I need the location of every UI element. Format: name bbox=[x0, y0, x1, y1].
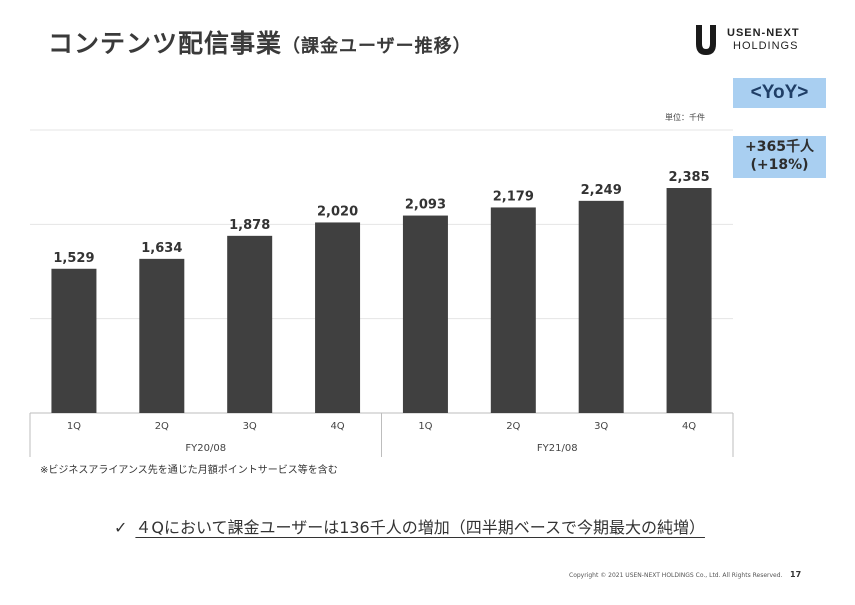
group-label: FY21/08 bbox=[537, 443, 578, 454]
category-label: 3Q bbox=[243, 421, 257, 432]
group-label: FY20/08 bbox=[185, 443, 226, 454]
bar-value-label: 2,385 bbox=[669, 170, 710, 185]
bar bbox=[51, 268, 97, 413]
yoy-value-badge: +365千人 (+18%) bbox=[733, 136, 826, 178]
yoy-heading-badge: <YoY> bbox=[733, 78, 826, 108]
bar bbox=[227, 235, 273, 413]
checkmark-icon: ✓ bbox=[114, 518, 128, 537]
bar bbox=[139, 258, 185, 413]
category-label: 4Q bbox=[682, 421, 696, 432]
category-label: 4Q bbox=[330, 421, 344, 432]
bar-value-label: 1,878 bbox=[229, 218, 270, 233]
logo-u-mark-icon bbox=[696, 25, 716, 55]
unit-label: 単位：千件 bbox=[665, 113, 705, 122]
summary-statement: ✓ ４Qにおいて課金ユーザーは136千人の増加（四半期ベースで今期最大の純増） bbox=[114, 514, 705, 538]
company-logo: USEN-NEXT HOLDINGS bbox=[694, 25, 804, 59]
bar-value-label: 2,020 bbox=[317, 204, 358, 219]
user-bar-chart: FY20/08 FY21/08 1,529 1Q 1,634 2Q 1,878 3Q 2,020… bbox=[29, 129, 734, 457]
page-title-main: コンテンツ配信事業 bbox=[48, 29, 283, 58]
page-title: コンテンツ配信事業（課金ユーザー推移） bbox=[48, 24, 472, 60]
bar-value-label: 1,634 bbox=[141, 241, 182, 256]
category-label: 3Q bbox=[594, 421, 608, 432]
category-label: 2Q bbox=[155, 421, 169, 432]
category-label: 1Q bbox=[418, 421, 432, 432]
bar bbox=[402, 215, 448, 413]
logo-text-line1: USEN-NEXT bbox=[727, 27, 800, 39]
page-subtitle: （課金ユーザー推移） bbox=[282, 36, 472, 57]
footnote: ※ビジネスアライアンス先を通じた月額ポイントサービス等を含む bbox=[40, 465, 338, 476]
bar bbox=[666, 188, 712, 413]
copyright-notice: Copyright © 2021 USEN-NEXT HOLDINGS Co.,… bbox=[569, 572, 783, 579]
bar-value-label: 2,249 bbox=[581, 183, 622, 198]
yoy-increase-value: +365千人 bbox=[745, 139, 814, 155]
summary-text: ４Qにおいて課金ユーザーは136千人の増加（四半期ベースで今期最大の純増） bbox=[135, 518, 705, 537]
yoy-increase-percent: (+18%) bbox=[750, 157, 809, 173]
bar bbox=[578, 200, 624, 413]
category-label: 2Q bbox=[506, 421, 520, 432]
category-label: 1Q bbox=[67, 421, 81, 432]
bar bbox=[315, 222, 361, 413]
logo-text-line2: HOLDINGS bbox=[733, 40, 799, 52]
bar-value-label: 2,179 bbox=[493, 189, 534, 204]
bar-value-label: 1,529 bbox=[53, 251, 94, 266]
page-number: 17 bbox=[790, 570, 802, 579]
bar bbox=[490, 207, 536, 413]
bar-value-label: 2,093 bbox=[405, 198, 446, 213]
